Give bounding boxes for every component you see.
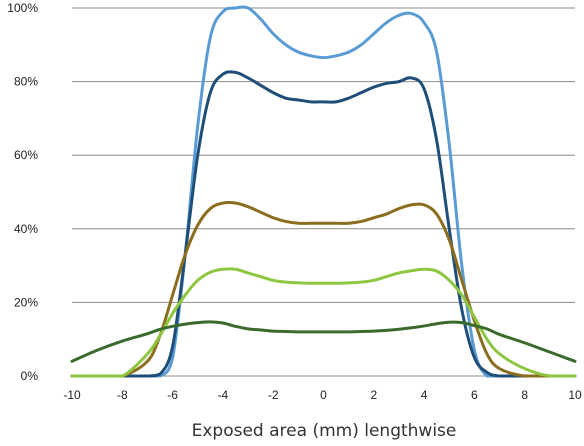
series-line-1 bbox=[70, 5, 577, 378]
x-tick-label: 6 bbox=[471, 388, 478, 402]
series-line-5 bbox=[70, 320, 577, 363]
x-tick-label: -10 bbox=[63, 388, 81, 402]
x-tick-label: 4 bbox=[421, 388, 428, 402]
series-lines bbox=[70, 5, 577, 378]
gridlines bbox=[72, 7, 575, 377]
x-tick-label: 8 bbox=[521, 388, 528, 402]
y-tick-label: 0% bbox=[21, 369, 39, 383]
x-tick-label: 0 bbox=[320, 388, 327, 402]
x-tick-label: -2 bbox=[268, 388, 279, 402]
y-tick-label: 20% bbox=[14, 295, 38, 309]
y-tick-label: 100% bbox=[7, 1, 38, 15]
x-axis-ticks: -10 -8 -6 -4 -2 0 2 4 6 8 10 bbox=[63, 388, 582, 402]
x-tick-label: 2 bbox=[370, 388, 377, 402]
x-tick-label: 10 bbox=[568, 388, 582, 402]
y-tick-label: 80% bbox=[14, 75, 38, 89]
y-axis-ticks: 0% 20% 40% 60% 80% 100% bbox=[7, 1, 38, 383]
x-tick-label: -6 bbox=[167, 388, 178, 402]
x-axis-label: Exposed area (mm) lengthwise bbox=[192, 421, 457, 441]
series-line-2 bbox=[70, 70, 577, 378]
series-line-3 bbox=[70, 200, 577, 378]
series-line-4 bbox=[70, 267, 577, 378]
x-tick-label: -8 bbox=[117, 388, 128, 402]
y-tick-label: 60% bbox=[14, 148, 38, 162]
x-tick-label: -4 bbox=[218, 388, 229, 402]
y-tick-label: 40% bbox=[14, 222, 38, 236]
